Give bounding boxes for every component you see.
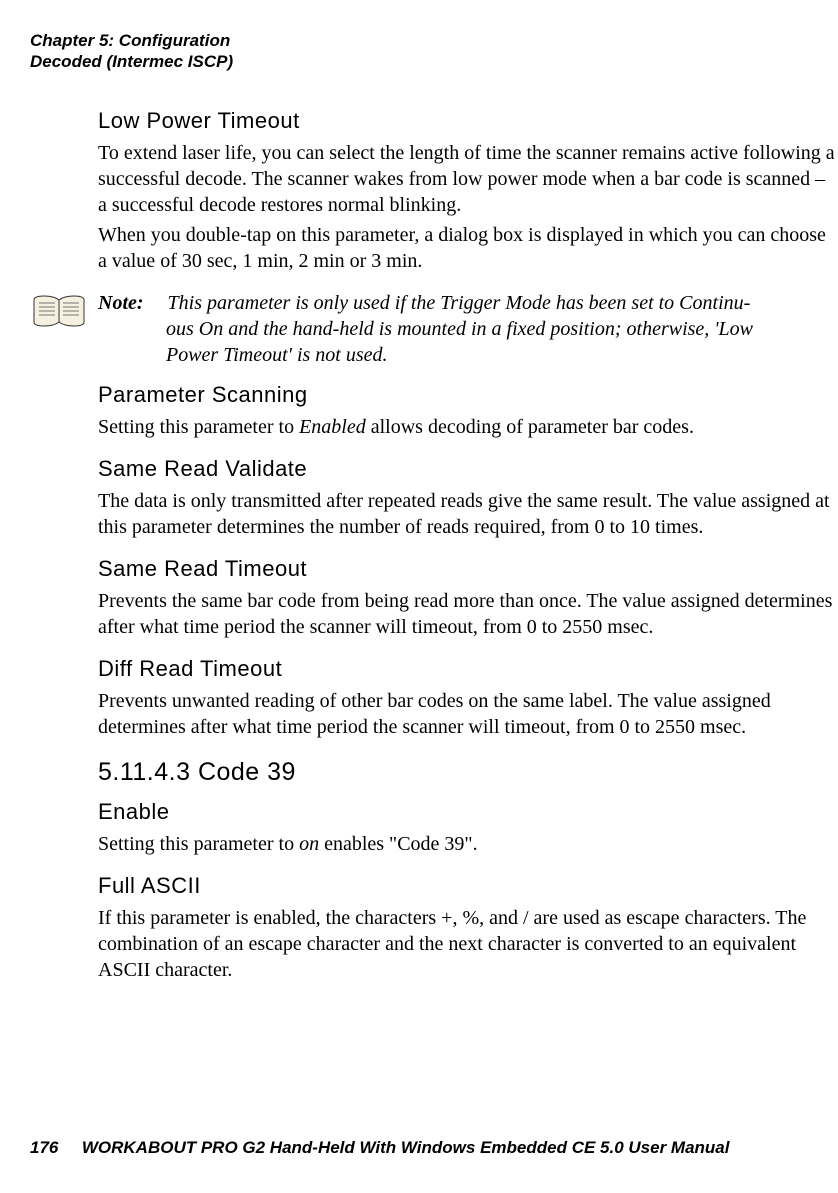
heading-diff-read-timeout: Diff Read Timeout (98, 656, 838, 682)
note-text-line3: Power Timeout' is not used. (98, 342, 838, 368)
heading-low-power-timeout: Low Power Timeout (98, 108, 838, 134)
page-content: Low Power Timeout To extend laser life, … (0, 73, 838, 983)
page-header: Chapter 5: Configuration Decoded (Interm… (0, 30, 838, 73)
para-ps-b: allows decoding of parameter bar codes. (366, 416, 694, 438)
page-footer: 176 WORKABOUT PRO G2 Hand-Held With Wind… (30, 1138, 729, 1158)
para-same-read-timeout: Prevents the same bar code from being re… (98, 588, 838, 640)
para-parameter-scanning: Setting this parameter to Enabled allows… (98, 414, 838, 440)
para-low-power-2: When you double-tap on this parameter, a… (98, 222, 838, 274)
para-enable: Setting this parameter to on enables "Co… (98, 831, 838, 857)
para-ps-em: Enabled (299, 416, 366, 438)
para-enable-b: enables "Code 39". (319, 833, 478, 855)
para-enable-em: on (299, 833, 319, 855)
heading-code-39: 5.11.4.3 Code 39 (98, 758, 838, 787)
book-icon (30, 292, 88, 330)
heading-enable: Enable (98, 799, 838, 825)
note-body: Note: This parameter is only used if the… (98, 290, 838, 368)
section-enable: Enable Setting this parameter to on enab… (98, 799, 838, 857)
note-text-line2: ous On and the hand-held is mounted in a… (98, 316, 838, 342)
footer-text: WORKABOUT PRO G2 Hand-Held With Windows … (82, 1138, 730, 1157)
para-enable-a: Setting this parameter to (98, 833, 299, 855)
para-low-power-1: To extend laser life, you can select the… (98, 140, 838, 218)
heading-full-ascii: Full ASCII (98, 873, 838, 899)
section-diff-read-timeout: Diff Read Timeout Prevents unwanted read… (98, 656, 838, 740)
heading-parameter-scanning: Parameter Scanning (98, 382, 838, 408)
para-full-ascii: If this parameter is enabled, the charac… (98, 905, 838, 983)
para-ps-a: Setting this parameter to (98, 416, 299, 438)
section-parameter-scanning: Parameter Scanning Setting this paramete… (98, 382, 838, 440)
header-chapter: Chapter 5: Configuration (30, 30, 838, 51)
header-section: Decoded (Intermec ISCP) (30, 51, 838, 72)
section-full-ascii: Full ASCII If this parameter is enabled,… (98, 873, 838, 983)
section-same-read-timeout: Same Read Timeout Prevents the same bar … (98, 556, 838, 640)
section-low-power-timeout: Low Power Timeout To extend laser life, … (98, 108, 838, 274)
page-number: 176 (30, 1138, 58, 1157)
heading-same-read-validate: Same Read Validate (98, 456, 838, 482)
para-diff-read-timeout: Prevents unwanted reading of other bar c… (98, 688, 838, 740)
section-same-read-validate: Same Read Validate The data is only tran… (98, 456, 838, 540)
note-text-line1: This parameter is only used if the Trigg… (168, 292, 751, 314)
heading-same-read-timeout: Same Read Timeout (98, 556, 838, 582)
note-block: Note: This parameter is only used if the… (30, 290, 838, 368)
note-label: Note: (98, 292, 144, 314)
para-same-read-validate: The data is only transmitted after repea… (98, 488, 838, 540)
